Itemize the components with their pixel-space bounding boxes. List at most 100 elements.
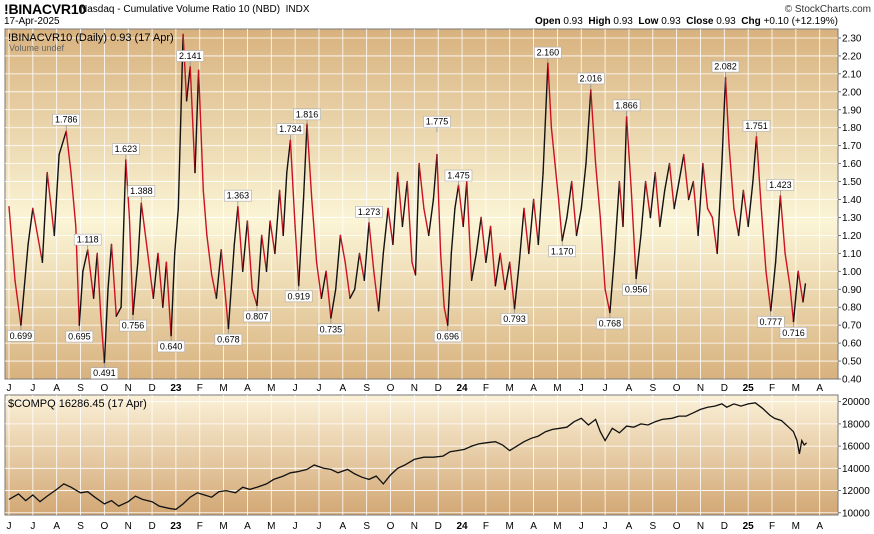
peak-trough-callout: 1.623	[112, 143, 140, 160]
series-segment	[765, 270, 772, 312]
peak-trough-callout: 0.735	[317, 318, 345, 336]
quote-bar: Open 0.93 High 0.93 Low 0.93 Close 0.93 …	[535, 16, 838, 27]
series-segment	[599, 216, 606, 290]
callout-label: 1.786	[55, 115, 78, 125]
x-tick-label: N	[411, 383, 418, 394]
series-segment	[397, 171, 404, 228]
indicator-series	[8, 33, 807, 364]
price-x-ticks: J J A S O N D 23 F M A M J J A S O N D 24 F M A M J J A S O N D 25 F M A	[7, 521, 824, 532]
y-tick-label: 16000	[842, 442, 870, 453]
callout-box	[612, 99, 641, 112]
series-segment	[760, 207, 767, 272]
callout-box	[444, 169, 473, 182]
peak-trough-callout: 1.273	[355, 206, 383, 223]
series-segment	[752, 135, 758, 183]
x-tick-label: A	[53, 383, 60, 394]
x-tick-label: D	[721, 383, 728, 394]
series-segment	[457, 184, 464, 228]
y-tick-label: 1.20	[842, 231, 862, 242]
series-segment	[14, 279, 22, 326]
peak-trough-callout: 0.777	[757, 311, 785, 328]
series-segment	[185, 65, 191, 102]
high-label: High	[588, 16, 611, 27]
chg-value: +0.10 (+12.19%)	[763, 16, 839, 27]
peak-trough-callout: 1.775	[423, 115, 451, 133]
callout-box	[779, 326, 808, 339]
x-tick-label: N	[125, 521, 132, 532]
series-segment	[706, 207, 714, 219]
series-segment	[177, 33, 184, 210]
series-segment	[747, 180, 754, 228]
series-segment	[418, 162, 425, 210]
x-tick-label: S	[649, 521, 656, 532]
series-segment	[414, 162, 420, 276]
series-segment	[630, 189, 637, 280]
y-tick-label: 1.40	[842, 195, 862, 206]
x-tick-label: A	[339, 383, 346, 394]
x-tick-label: N	[411, 521, 418, 532]
series-segment	[575, 207, 582, 237]
callout-label: 0.793	[503, 314, 526, 324]
y-tick-label: 2.20	[842, 51, 862, 62]
peak-trough-callout: 0.793	[500, 308, 529, 325]
series-segment	[770, 261, 777, 312]
series-segment	[604, 288, 611, 314]
series-segment	[157, 252, 164, 308]
series-segment	[537, 171, 544, 246]
series-segment	[241, 220, 249, 272]
series-segment	[173, 207, 180, 255]
close-value: 0.93	[716, 16, 736, 27]
x-tick-label: D	[721, 521, 728, 532]
series-segment	[774, 195, 782, 263]
series-segment	[561, 216, 568, 242]
series-segment	[649, 171, 656, 219]
series-segment	[625, 116, 632, 192]
series-segment	[227, 243, 236, 330]
peak-trough-callout: 1.816	[293, 108, 321, 125]
callout-box	[766, 179, 795, 191]
callout-box	[119, 319, 147, 332]
series-segment	[103, 288, 109, 364]
series-segment	[96, 252, 102, 317]
peak-trough-callout: 1.475	[444, 169, 473, 187]
x-tick-label: S	[77, 521, 84, 532]
exchange-text: INDX	[285, 4, 310, 15]
callout-box	[742, 120, 771, 132]
peak-trough-callout: 0.919	[284, 285, 313, 303]
series-segment	[724, 76, 730, 147]
series-segment	[137, 202, 143, 263]
callout-box	[622, 283, 650, 296]
series-segment	[53, 153, 60, 237]
y-tick-label: 1.10	[842, 249, 862, 260]
callout-label: 2.016	[580, 73, 603, 83]
callout-box	[534, 46, 562, 59]
peak-trough-callout: 0.699	[7, 325, 35, 342]
callout-box	[65, 330, 94, 343]
x-tick-label: M	[553, 383, 561, 394]
series-segment	[140, 202, 149, 251]
x-tick-label: A	[244, 383, 251, 394]
series-segment	[320, 270, 327, 299]
callout-label: 0.756	[122, 321, 145, 331]
series-segment	[170, 252, 176, 337]
callout-box	[317, 323, 345, 336]
series-segment	[466, 180, 473, 281]
series-segment	[70, 171, 77, 228]
series-segment	[162, 261, 168, 308]
ticker-symbol: !BINACVR10	[4, 1, 87, 17]
series-segment	[673, 180, 680, 210]
y-tick-label: 20000	[842, 397, 870, 408]
callout-label: 1.475	[447, 171, 470, 181]
series-segment	[423, 207, 430, 237]
callout-box	[52, 113, 81, 126]
series-segment	[571, 180, 578, 237]
x-tick-label: A	[816, 383, 823, 394]
series-segment	[733, 207, 740, 237]
series-segment	[8, 205, 16, 281]
series-segment	[146, 249, 155, 299]
series-segment	[311, 198, 318, 263]
x-tick-label: F	[769, 383, 775, 394]
indicator-subtitle: Volume undef	[9, 43, 65, 53]
series-segment	[590, 89, 597, 165]
y-tick-label: 2.30	[842, 33, 862, 44]
